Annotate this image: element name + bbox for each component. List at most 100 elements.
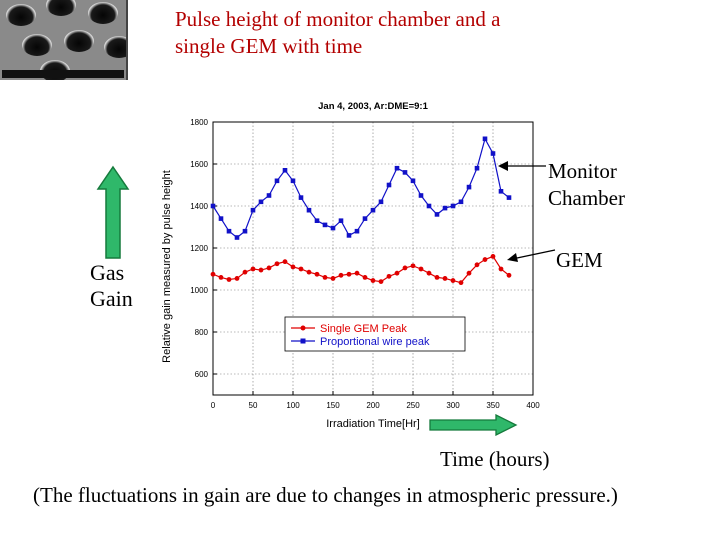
- data-point: [258, 199, 264, 205]
- y-tick-label: 1400: [190, 202, 208, 211]
- data-point: [282, 259, 288, 265]
- data-point: [362, 216, 368, 221]
- y-tick-label: 1000: [190, 286, 208, 295]
- data-point: [226, 228, 232, 234]
- data-point: [410, 263, 416, 269]
- data-point: [418, 193, 424, 198]
- gem-pointer-arrow-icon: [507, 249, 556, 262]
- data-point: [354, 270, 360, 276]
- data-point: [290, 178, 296, 184]
- data-point: [506, 195, 512, 200]
- data-point: [498, 189, 504, 194]
- data-point: [426, 203, 432, 209]
- data-point: [466, 270, 472, 276]
- scale-bar: [2, 70, 124, 78]
- x-tick-label: 100: [286, 401, 300, 410]
- monitor-pointer-arrow-icon: [498, 161, 546, 171]
- data-point: [378, 199, 384, 205]
- data-point: [330, 276, 336, 281]
- data-point: [394, 165, 400, 171]
- data-point: [450, 203, 456, 209]
- time-right-arrow-icon: [429, 414, 518, 436]
- legend-label: Single GEM Peak: [320, 323, 407, 335]
- x-tick-label: 250: [406, 401, 420, 410]
- y-tick-label: 1200: [190, 244, 208, 253]
- data-point: [242, 228, 248, 234]
- x-tick-label: 50: [249, 401, 258, 410]
- time-hours-label: Time (hours): [440, 447, 550, 471]
- data-point: [226, 277, 232, 282]
- data-point: [442, 205, 448, 211]
- gas-gain-label: Gas Gain: [90, 260, 133, 311]
- data-point: [266, 265, 272, 271]
- data-point: [338, 272, 344, 278]
- data-point: [466, 184, 472, 190]
- data-point: [250, 266, 256, 272]
- y-tick-label: 800: [195, 328, 209, 337]
- data-point: [450, 278, 456, 283]
- series-line: [212, 137, 510, 239]
- y-axis-label: Relative gain measured by pulse height: [161, 170, 173, 363]
- gem-label: GEM: [556, 248, 603, 272]
- data-point: [482, 257, 488, 262]
- series-line: [212, 255, 510, 284]
- legend-box: [284, 316, 466, 352]
- data-point: [250, 207, 256, 213]
- x-tick-label: 0: [211, 401, 216, 410]
- data-point: [490, 254, 496, 259]
- y-tick-label: 1600: [190, 160, 208, 169]
- data-point: [402, 265, 408, 271]
- data-point: [362, 275, 368, 280]
- data-point: [386, 273, 392, 279]
- data-point: [394, 270, 400, 276]
- data-point: [346, 233, 352, 238]
- data-point: [306, 269, 312, 275]
- data-point: [434, 275, 440, 280]
- data-point: [322, 222, 328, 228]
- data-point: [386, 182, 392, 188]
- chart-title: Jan 4, 2003, Ar:DME=9:1: [318, 101, 428, 112]
- data-point: [290, 264, 296, 270]
- data-point: [210, 271, 216, 277]
- data-point: [330, 225, 336, 231]
- monitor-chamber-label: Monitor Chamber: [548, 159, 625, 210]
- x-tick-label: 200: [366, 401, 380, 410]
- data-point: [282, 168, 288, 173]
- data-point: [434, 212, 440, 217]
- data-point: [442, 276, 448, 281]
- data-point: [218, 275, 224, 280]
- data-point: [322, 275, 328, 280]
- data-point: [298, 266, 304, 272]
- data-point: [242, 269, 248, 275]
- data-point: [418, 266, 424, 272]
- data-point: [426, 270, 432, 276]
- data-point: [258, 267, 264, 273]
- data-point: [402, 170, 408, 175]
- x-tick-label: 350: [486, 401, 500, 410]
- data-point: [266, 193, 272, 198]
- data-point: [498, 266, 504, 272]
- data-point: [474, 165, 480, 171]
- data-point: [482, 136, 488, 142]
- y-tick-label: 1800: [190, 118, 208, 127]
- data-point: [210, 203, 216, 209]
- legend-label: Proportional wire peak: [320, 336, 430, 348]
- data-point: [338, 218, 344, 223]
- data-point: [274, 178, 280, 184]
- data-point: [474, 262, 480, 268]
- data-point: [314, 218, 320, 223]
- data-point: [354, 228, 360, 234]
- data-point: [370, 278, 376, 283]
- data-point: [378, 279, 384, 284]
- slide-title: Pulse height of monitor chamber and a si…: [175, 7, 501, 58]
- data-point: [370, 207, 376, 213]
- data-point: [458, 280, 464, 286]
- data-point: [346, 271, 352, 277]
- data-point: [490, 151, 496, 156]
- x-axis-label: Irradiation Time[Hr]: [326, 418, 420, 430]
- x-tick-label: 400: [526, 401, 540, 410]
- y-tick-label: 600: [195, 370, 209, 379]
- gas-gain-up-arrow-icon: [96, 165, 130, 259]
- gem-microscope-photo-icon: [0, 0, 128, 80]
- x-tick-label: 300: [446, 401, 460, 410]
